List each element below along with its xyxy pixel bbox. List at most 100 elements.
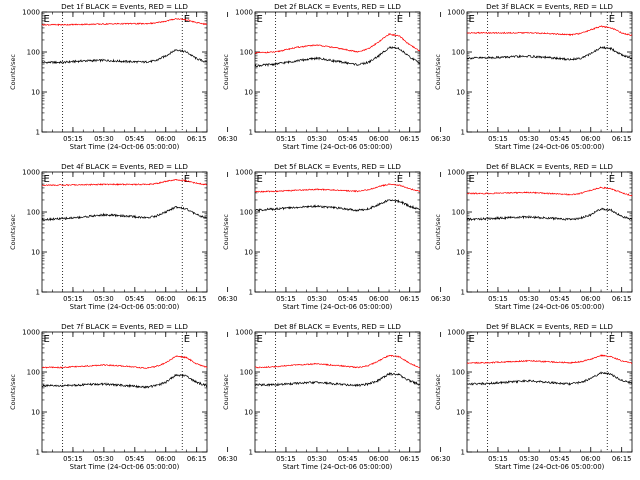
y-tick-label: 1 xyxy=(249,289,253,297)
marker-label-e: E xyxy=(184,14,190,25)
y-tick-label: 1000 xyxy=(447,329,465,337)
marker-label-e: E xyxy=(469,174,475,185)
detector-panel-7: Det 7f BLACK = Events, RED = LLD 1 10 100 10… xyxy=(9,322,237,471)
x-axis-label: Start Time (24-Oct-06 05:00:00) xyxy=(283,303,393,311)
x-tick-label: 05:15 xyxy=(488,455,508,463)
x-tick-label: 05:45 xyxy=(550,455,570,463)
x-tick-label: 05:45 xyxy=(550,135,570,143)
x-tick-label: 05:30 xyxy=(307,455,327,463)
x-tick-label: 06:15 xyxy=(187,135,207,143)
x-tick-label: 05:15 xyxy=(488,295,508,303)
x-tick-label: 06:00 xyxy=(581,455,601,463)
x-tick-label: 05:45 xyxy=(338,455,358,463)
panel-title: Det 9f BLACK = Events, RED = LLD xyxy=(486,322,613,331)
x-tick-label: 06:15 xyxy=(400,135,420,143)
y-tick-label: 1 xyxy=(36,449,40,457)
y-tick-label: 1000 xyxy=(235,9,253,17)
y-tick-label: 100 xyxy=(240,49,253,57)
events-series-line xyxy=(466,371,633,386)
x-tick-label: 06:15 xyxy=(187,455,207,463)
x-tick-label: 05:30 xyxy=(519,295,539,303)
x-tick-label: 05:45 xyxy=(125,135,145,143)
lld-series-line xyxy=(254,32,421,54)
y-tick-label: 1000 xyxy=(235,329,253,337)
lld-series-line xyxy=(41,178,208,187)
lld-series-line xyxy=(41,355,208,370)
y-axis-label: Counts/sec xyxy=(434,214,442,250)
x-tick-label: 06:00 xyxy=(369,295,389,303)
events-series-line xyxy=(254,45,421,68)
y-tick-label: 1 xyxy=(461,129,465,137)
y-tick-label: 10 xyxy=(31,89,40,97)
x-tick-label: 05:45 xyxy=(550,295,570,303)
x-tick-label: 05:15 xyxy=(63,135,83,143)
y-axis-label: Counts/sec xyxy=(222,214,230,250)
panel-title: Det 6f BLACK = Events, RED = LLD xyxy=(486,162,613,171)
panel-title: Det 8f BLACK = Events, RED = LLD xyxy=(274,322,401,331)
detector-panel-9: Det 9f BLACK = Events, RED = LLD 1 10 100 10… xyxy=(434,322,633,471)
marker-label-e: E xyxy=(397,174,403,185)
y-tick-label: 10 xyxy=(31,249,40,257)
x-tick-label: 05:30 xyxy=(307,295,327,303)
y-tick-label: 10 xyxy=(456,89,465,97)
panel-title: Det 7f BLACK = Events, RED = LLD xyxy=(61,322,188,331)
detector-panel-1: Det 1f BLACK = Events, RED = LLD 1 10 100 10… xyxy=(9,2,237,151)
detector-panel-8: Det 8f BLACK = Events, RED = LLD 1 10 100 10… xyxy=(222,322,450,471)
x-tick-label: 06:00 xyxy=(156,135,176,143)
x-tick-label: 05:45 xyxy=(125,455,145,463)
lld-series-line xyxy=(466,354,633,365)
y-axis-label: Counts/sec xyxy=(9,214,17,250)
x-axis-label: Start Time (24-Oct-06 05:00:00) xyxy=(495,303,605,311)
panel-title: Det 5f BLACK = Events, RED = LLD xyxy=(274,162,401,171)
y-axis-label: Counts/sec xyxy=(434,374,442,410)
x-tick-label: 06:15 xyxy=(400,295,420,303)
y-axis-label: Counts/sec xyxy=(222,374,230,410)
marker-label-e: E xyxy=(257,14,263,25)
marker-label-e: E xyxy=(609,334,615,345)
x-tick-label: 06:00 xyxy=(156,455,176,463)
x-axis-label: Start Time (24-Oct-06 05:00:00) xyxy=(495,463,605,471)
x-tick-label: 06:30 xyxy=(218,455,238,463)
x-tick-label: 05:15 xyxy=(63,455,83,463)
x-tick-label: 06:30 xyxy=(218,135,238,143)
y-tick-label: 100 xyxy=(27,49,40,57)
y-tick-label: 10 xyxy=(244,89,253,97)
events-series-line xyxy=(41,205,208,222)
marker-label-e: E xyxy=(609,174,615,185)
detector-panel-6: Det 6f BLACK = Events, RED = LLD 1 10 100 10… xyxy=(434,162,633,311)
marker-label-e: E xyxy=(184,174,190,185)
events-series-line xyxy=(41,373,208,389)
y-tick-label: 1000 xyxy=(447,9,465,17)
y-tick-label: 10 xyxy=(456,249,465,257)
y-tick-label: 1000 xyxy=(22,169,40,177)
y-tick-label: 1 xyxy=(36,289,40,297)
x-tick-label: 06:00 xyxy=(156,295,176,303)
panel-title: Det 3f BLACK = Events, RED = LLD xyxy=(486,2,613,11)
x-tick-label: 05:15 xyxy=(276,135,296,143)
y-tick-label: 1000 xyxy=(235,169,253,177)
x-tick-label: 06:15 xyxy=(612,295,632,303)
x-tick-label: 05:30 xyxy=(94,295,114,303)
x-tick-label: 05:30 xyxy=(307,135,327,143)
marker-label-e: E xyxy=(469,334,475,345)
x-tick-label: 06:30 xyxy=(431,455,451,463)
detector-panel-5: Det 5f BLACK = Events, RED = LLD 1 10 100 10… xyxy=(222,162,450,311)
x-axis-label: Start Time (24-Oct-06 05:00:00) xyxy=(495,143,605,151)
events-series-line xyxy=(41,49,208,65)
x-tick-label: 06:00 xyxy=(581,135,601,143)
events-series-line xyxy=(254,371,421,388)
x-tick-label: 05:45 xyxy=(125,295,145,303)
marker-label-e: E xyxy=(44,334,50,345)
marker-label-e: E xyxy=(469,14,475,25)
lld-series-line xyxy=(255,183,421,193)
y-axis-label: Counts/sec xyxy=(9,54,17,90)
x-axis-label: Start Time (24-Oct-06 05:00:00) xyxy=(70,303,180,311)
y-tick-label: 100 xyxy=(452,49,465,57)
y-tick-label: 100 xyxy=(240,209,253,217)
events-series-line xyxy=(466,45,633,61)
panel-title: Det 1f BLACK = Events, RED = LLD xyxy=(61,2,188,11)
events-series-line xyxy=(254,199,421,213)
x-tick-label: 05:30 xyxy=(94,455,114,463)
y-tick-label: 100 xyxy=(240,369,253,377)
detector-panel-2: Det 2f BLACK = Events, RED = LLD 1 10 100 10… xyxy=(222,2,450,151)
